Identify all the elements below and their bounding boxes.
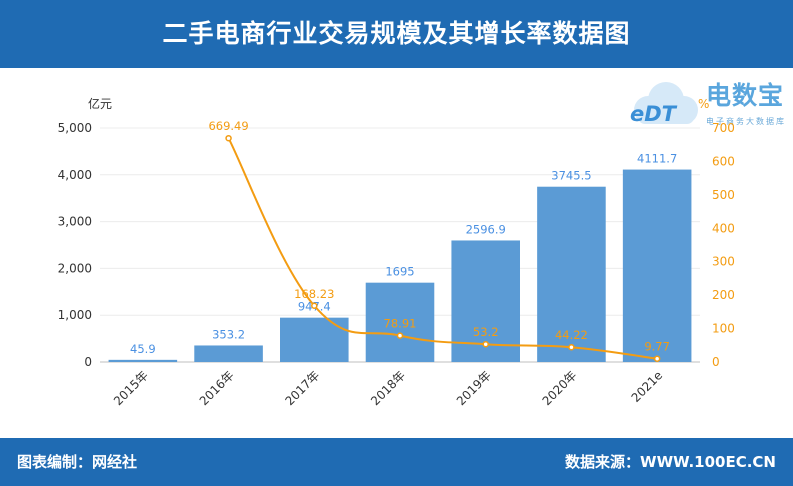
footer-source: 数据来源：WWW.100EC.CN: [565, 453, 776, 471]
x-tick-label: 2020年: [540, 368, 580, 408]
bar: [280, 317, 349, 362]
x-tick-labels: 2015年 2016年 2017年 2018年 2019年 2020年 2021e: [111, 368, 665, 408]
y-left-tick-label: 3,000: [58, 215, 92, 229]
x-tick-label: 2018年: [368, 368, 408, 408]
x-tick-label: 2016年: [197, 368, 237, 408]
y-right-tick-label: 700: [712, 121, 735, 135]
growth-point: [311, 302, 318, 310]
bar: [622, 169, 692, 362]
footer-bar: 图表编制：网经社 数据来源：WWW.100EC.CN: [0, 438, 793, 486]
bar: [537, 186, 606, 362]
x-tick-label: 2019年: [454, 368, 494, 408]
y-right-tick-label: 400: [712, 221, 735, 235]
logo-mark: eDT: [630, 102, 676, 126]
bar-series: [108, 169, 692, 362]
logo-subtitle: 电子商务大数据库: [706, 117, 786, 126]
bar: [108, 359, 178, 362]
y-right-tick-label: 0: [712, 355, 720, 369]
bar: [194, 345, 263, 362]
chart-title: 二手电商行业交易规模及其增长率数据图: [162, 19, 631, 48]
bar-value-label: 4111.7: [637, 152, 677, 166]
y-left-axis-label: 亿元: [88, 96, 112, 111]
bar-value-label: 3745.5: [551, 169, 591, 183]
growth-point: [225, 134, 232, 142]
x-tick-label: 2015年: [111, 368, 151, 408]
bar: [365, 282, 435, 362]
growth-point: [653, 355, 661, 362]
y-right-tick-label: 100: [712, 322, 735, 336]
bar-value-label: 45.9: [130, 342, 156, 356]
y-right-tick-label: 600: [712, 154, 735, 168]
bar-value-label: 353.2: [212, 327, 245, 341]
growth-labels: 669.49 168.23 78.91 53.2 44.22 9.77: [208, 119, 670, 354]
growth-value-label: 669.49: [208, 119, 248, 133]
y-left-tick-label: 0: [84, 355, 92, 369]
y-left-tick-label: 2,000: [58, 261, 92, 275]
x-tick-label: 2021e: [629, 368, 666, 405]
y-right-tick-label: 300: [712, 255, 735, 269]
brand-logo: eDT 电数宝 电子商务大数据库: [626, 72, 791, 132]
y-left-ticks: 0 1,000 2,000 3,000 4,000 5,000: [58, 121, 92, 369]
y-right-tick-label: 200: [712, 288, 735, 302]
growth-point: [396, 332, 404, 339]
y-left-tick-label: 5,000: [58, 121, 92, 135]
title-banner: 二手电商行业交易规模及其增长率数据图: [0, 0, 793, 68]
growth-points: [225, 134, 661, 362]
growth-point: [482, 340, 489, 348]
growth-value-label: 53.2: [473, 325, 499, 339]
growth-value-label: 78.91: [384, 317, 417, 331]
logo-name: 电数宝: [706, 81, 785, 110]
y-left-tick-label: 4,000: [58, 168, 92, 182]
y-right-axis-label: %: [698, 97, 709, 111]
bar-value-label: 2596.9: [466, 222, 506, 236]
growth-value-label: 9.77: [644, 340, 670, 354]
footer-credit: 图表编制：网经社: [17, 453, 138, 471]
x-tick-label: 2017年: [282, 368, 322, 408]
y-right-ticks: 0 100 200 300 400 500 600 700: [712, 121, 735, 369]
y-right-tick-label: 500: [712, 188, 735, 202]
growth-point: [568, 343, 575, 351]
growth-value-label: 44.22: [555, 328, 588, 342]
chart-canvas: 亿元 % 0 1,000 2,000 3,000 4,000 5,000 0 100 200 3…: [58, 96, 735, 408]
y-left-tick-label: 1,000: [58, 308, 92, 322]
bar-value-label: 1695: [385, 265, 414, 279]
cloud-logo-icon: [634, 82, 698, 124]
growth-value-label: 168.23: [294, 287, 334, 301]
